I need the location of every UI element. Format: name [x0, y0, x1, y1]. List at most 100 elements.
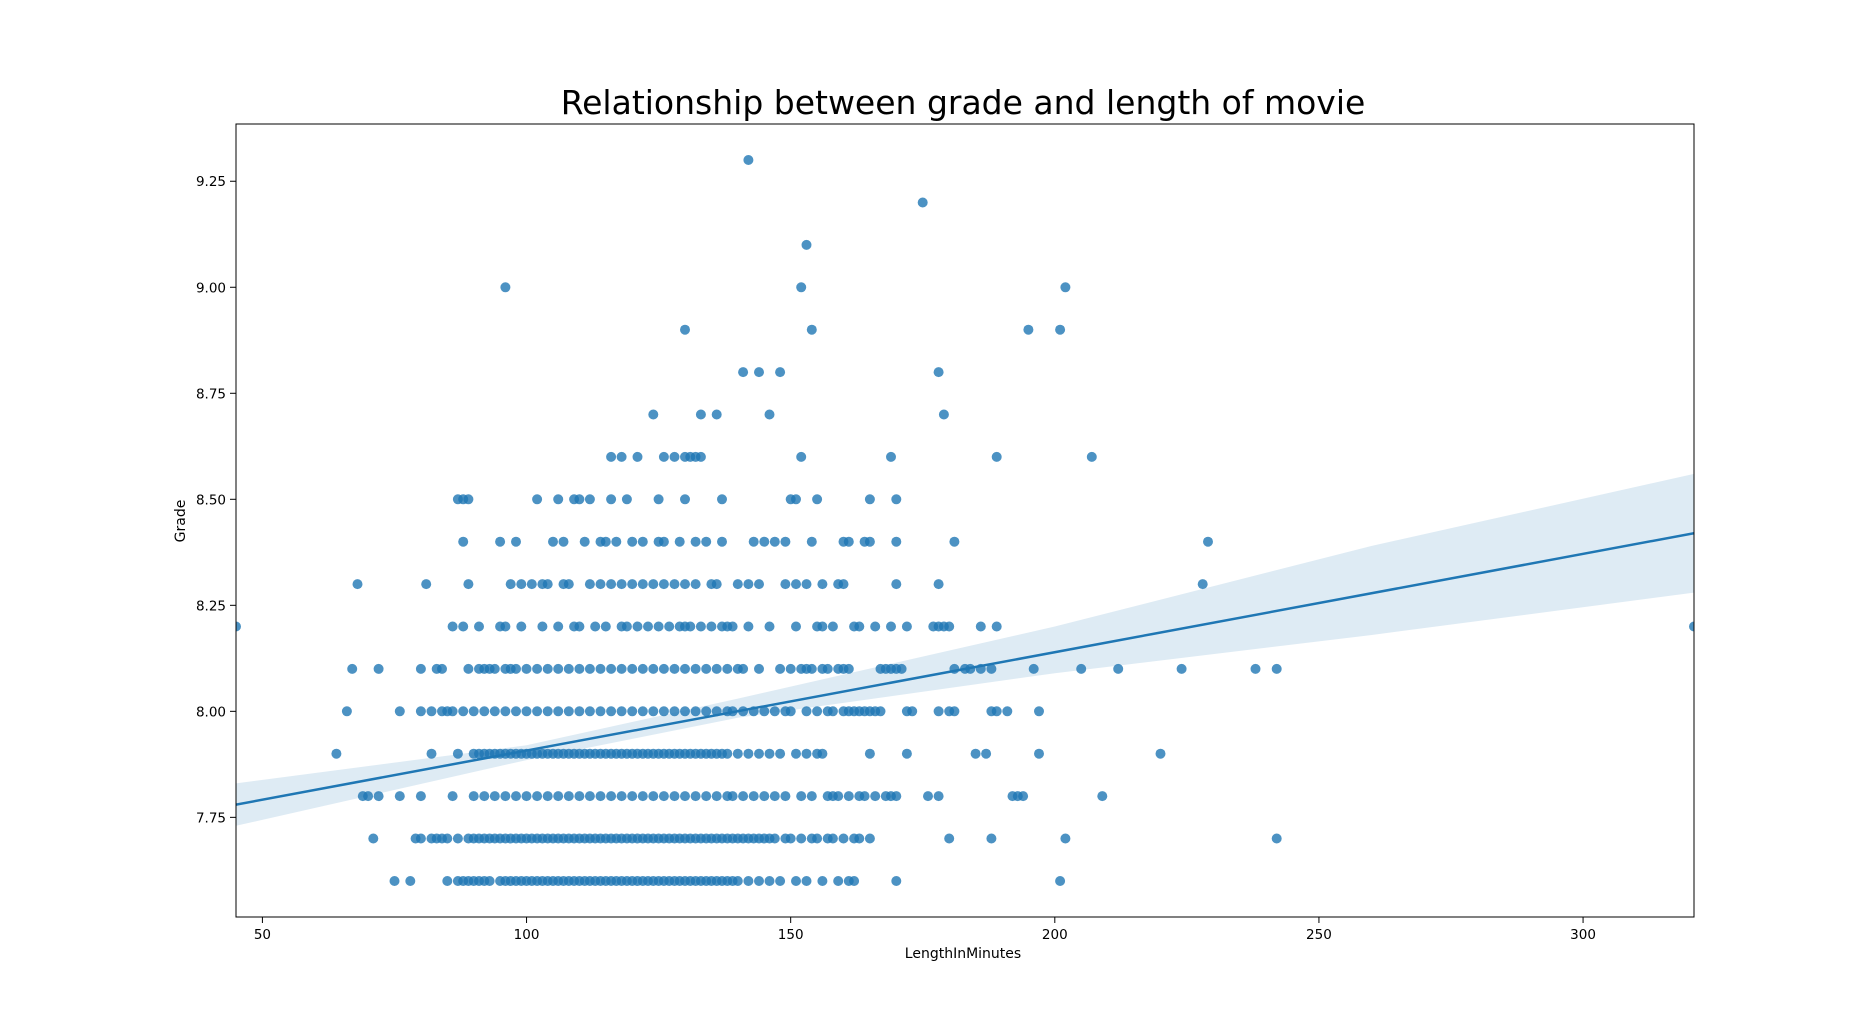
data-point — [627, 663, 638, 674]
data-point — [548, 536, 558, 547]
data-point — [1034, 748, 1044, 759]
data-point — [574, 706, 585, 717]
data-point — [394, 706, 405, 717]
data-point — [822, 663, 833, 674]
x-tick-label: 250 — [1306, 927, 1332, 943]
data-point — [1055, 324, 1066, 335]
data-point — [458, 706, 469, 717]
data-point — [553, 663, 564, 674]
data-point — [521, 706, 532, 717]
data-point — [748, 536, 759, 547]
data-point — [791, 621, 801, 632]
data-point — [891, 876, 902, 886]
data-point — [553, 494, 564, 505]
data-point — [1197, 579, 1208, 590]
data-point — [584, 663, 595, 674]
data-point — [658, 791, 669, 802]
data-point — [584, 494, 595, 505]
data-point — [500, 621, 511, 632]
data-point — [695, 621, 706, 632]
data-point — [933, 706, 944, 717]
data-point — [500, 282, 511, 293]
data-point — [901, 621, 912, 632]
data-point — [981, 748, 992, 759]
data-point — [754, 579, 764, 590]
data-point — [785, 706, 796, 717]
data-point — [542, 579, 553, 590]
data-point — [511, 536, 521, 547]
data-point — [727, 621, 738, 632]
data-point — [616, 706, 627, 717]
data-point — [690, 663, 701, 674]
data-point — [474, 621, 484, 632]
data-point — [627, 536, 638, 547]
data-point — [1271, 663, 1282, 674]
data-point — [827, 706, 838, 717]
data-point — [532, 494, 543, 505]
data-point — [706, 621, 717, 632]
y-tick-label: 8.50 — [196, 492, 226, 508]
data-point — [732, 876, 743, 886]
data-point — [732, 748, 743, 759]
data-point — [775, 748, 786, 759]
data-point — [759, 791, 770, 802]
data-point — [463, 579, 474, 590]
data-point — [738, 663, 749, 674]
data-point — [886, 451, 896, 462]
data-point — [791, 579, 801, 590]
data-point — [495, 536, 506, 547]
data-point — [827, 621, 838, 632]
data-point — [843, 663, 854, 674]
data-point — [891, 579, 902, 590]
data-point — [600, 536, 611, 547]
data-point — [373, 791, 384, 802]
data-point — [489, 706, 500, 717]
data-point — [452, 748, 463, 759]
data-point — [352, 579, 363, 590]
data-point — [627, 579, 638, 590]
data-point — [595, 706, 606, 717]
data-point — [843, 791, 854, 802]
data-point — [415, 663, 426, 674]
data-point — [864, 748, 875, 759]
data-point — [442, 833, 453, 844]
x-tick-label: 50 — [254, 927, 271, 943]
data-point — [754, 663, 764, 674]
data-point — [648, 706, 659, 717]
data-point — [421, 579, 432, 590]
data-point — [754, 367, 764, 378]
data-point — [627, 791, 638, 802]
data-point — [870, 791, 881, 802]
data-point — [864, 833, 875, 844]
data-point — [833, 876, 844, 886]
data-point — [452, 833, 463, 844]
data-point — [806, 536, 817, 547]
data-point — [553, 621, 564, 632]
data-point — [658, 579, 669, 590]
data-point — [769, 536, 780, 547]
data-point — [796, 282, 807, 293]
data-point — [854, 833, 865, 844]
data-point — [1060, 282, 1071, 293]
data-point — [532, 706, 543, 717]
data-point — [553, 706, 564, 717]
data-point — [331, 748, 342, 759]
data-point — [674, 536, 685, 547]
data-point — [738, 791, 749, 802]
data-point — [632, 451, 643, 462]
data-point — [669, 663, 680, 674]
data-point — [812, 706, 823, 717]
data-point — [563, 663, 574, 674]
data-point — [701, 536, 712, 547]
data-point — [505, 579, 516, 590]
data-point — [775, 663, 786, 674]
data-point — [1250, 663, 1261, 674]
data-point — [658, 451, 669, 462]
data-point — [975, 621, 986, 632]
data-point — [347, 663, 358, 674]
data-point — [579, 536, 590, 547]
data-point — [917, 197, 928, 208]
data-point — [801, 706, 812, 717]
data-point — [901, 748, 912, 759]
